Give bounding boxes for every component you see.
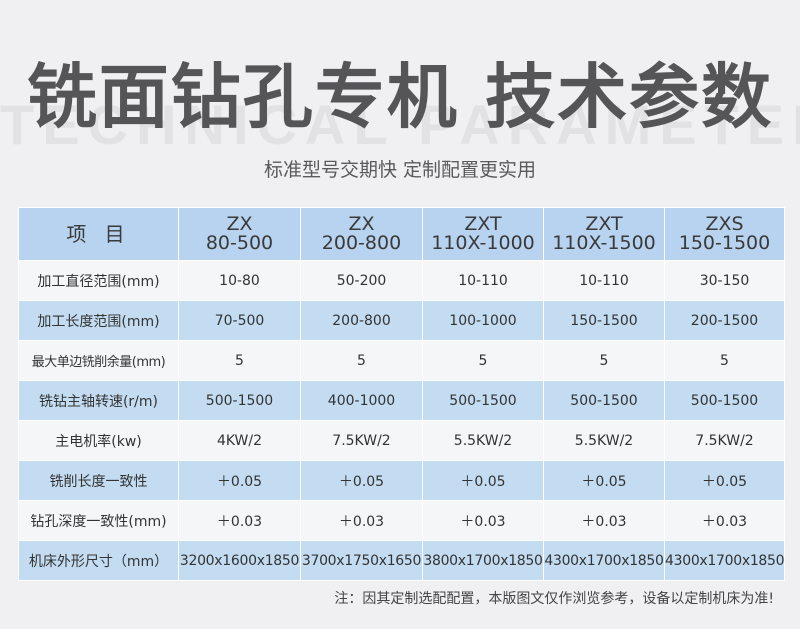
model-line1: ZXT <box>464 213 502 235</box>
disclaimer-note: 注：因其定制选配配置，本版图文仅作浏览参考，设备以定制机床为准! <box>334 591 774 607</box>
table-cell: 30-150 <box>664 260 785 301</box>
table-row: 主电机率(kw) 4KW/2 7.5KW/2 5.5KW/2 5.5KW/2 7… <box>18 420 785 461</box>
table-cell: 5 <box>543 340 665 381</box>
table-cell: 3200x1600x1850 <box>178 540 301 581</box>
table-row: 最大单边铣削余量(mm) 5 5 5 5 5 <box>18 340 785 381</box>
table-cell: 500-1500 <box>178 380 301 421</box>
table-cell: ＋0.03 <box>543 500 665 541</box>
table-cell: 3800x1700x1850 <box>422 540 544 581</box>
table-cell: 200-1500 <box>664 300 785 341</box>
page-title: 铣面钻孔专机 技术参数 <box>26 56 774 138</box>
table-cell: 5.5KW/2 <box>422 420 544 461</box>
table-cell: ＋0.05 <box>300 460 423 501</box>
model-line2: 110X-1000 <box>431 232 535 254</box>
row-label: 铣钻主轴转速(r/m) <box>18 380 179 421</box>
table-cell: 500-1500 <box>422 380 544 421</box>
model-header: ZX 80-500 <box>178 207 301 261</box>
background-watermark-text: TECHNICAL PARAMETER <box>0 93 800 156</box>
model-header: ZXS 150-1500 <box>664 207 785 261</box>
table-cell: 5 <box>300 340 423 381</box>
table-cell: 7.5KW/2 <box>664 420 785 461</box>
table-row: 铣钻主轴转速(r/m) 500-1500 400-1000 500-1500 5… <box>18 380 785 421</box>
model-line1: ZXS <box>705 213 744 235</box>
header-label-cell: 项 目 <box>18 207 179 261</box>
model-header: ZXT 110X-1000 <box>422 207 544 261</box>
table-cell: 500-1500 <box>664 380 785 421</box>
table-cell: ＋0.03 <box>300 500 423 541</box>
model-line2: 200-800 <box>321 232 402 254</box>
table-cell: ＋0.03 <box>664 500 785 541</box>
table-cell: 10-110 <box>543 260 665 301</box>
model-line1: ZX <box>348 213 375 235</box>
table-row: 钻孔深度一致性(mm) ＋0.03 ＋0.03 ＋0.03 ＋0.03 ＋0.0… <box>18 500 785 541</box>
table-row: 铣削长度一致性 ＋0.05 ＋0.05 ＋0.05 ＋0.05 ＋0.05 <box>18 460 785 501</box>
model-line2: 80-500 <box>205 232 274 254</box>
table-cell: 4KW/2 <box>178 420 301 461</box>
table-cell: ＋0.05 <box>664 460 785 501</box>
table-cell: ＋0.03 <box>422 500 544 541</box>
row-label: 加工直径范围(mm) <box>18 260 179 301</box>
table-cell: 3700x1750x1650 <box>300 540 423 581</box>
table-cell: 200-800 <box>300 300 423 341</box>
table-cell: 50-200 <box>300 260 423 301</box>
row-label: 加工长度范围(mm) <box>18 300 179 341</box>
table-cell: 5.5KW/2 <box>543 420 665 461</box>
table-cell: 150-1500 <box>543 300 665 341</box>
model-header: ZX 200-800 <box>300 207 423 261</box>
table-cell: 5 <box>664 340 785 381</box>
table-row: 机床外形尺寸（mm） 3200x1600x1850 3700x1750x1650… <box>18 540 785 581</box>
table-cell: 500-1500 <box>543 380 665 421</box>
page-subtitle: 标准型号交期快 定制配置更实用 <box>263 159 537 181</box>
table-cell: ＋0.05 <box>178 460 301 501</box>
table-cell: 400-1000 <box>300 380 423 421</box>
table-cell: ＋0.05 <box>543 460 665 501</box>
table-cell: 4300x1700x1850 <box>664 540 785 581</box>
table-cell: 100-1000 <box>422 300 544 341</box>
table-cell: 70-500 <box>178 300 301 341</box>
table-cell: 5 <box>422 340 544 381</box>
row-label: 主电机率(kw) <box>18 420 179 461</box>
table-cell: 10-80 <box>178 260 301 301</box>
table-cell: 5 <box>178 340 301 381</box>
row-label: 机床外形尺寸（mm） <box>18 540 179 581</box>
model-line2: 150-1500 <box>678 232 771 254</box>
table-cell: 10-110 <box>422 260 544 301</box>
table-cell: ＋0.05 <box>422 460 544 501</box>
table-cell: 7.5KW/2 <box>300 420 423 461</box>
model-header: ZXT 110X-1500 <box>543 207 665 261</box>
table-row: 加工直径范围(mm) 10-80 50-200 10-110 10-110 30… <box>18 260 785 301</box>
table-cell: 4300x1700x1850 <box>543 540 665 581</box>
table-header-row: 项 目 ZX 80-500 ZX 200-800 ZXT 110X-1000 ZXT 1… <box>18 207 785 261</box>
table-cell: ＋0.03 <box>178 500 301 541</box>
spec-table: 项 目 ZX 80-500 ZX 200-800 ZXT 110X-1000 ZXT 1… <box>18 207 785 581</box>
row-label: 钻孔深度一致性(mm) <box>18 500 179 541</box>
row-label: 铣削长度一致性 <box>18 460 179 501</box>
model-line1: ZXT <box>585 213 623 235</box>
model-line1: ZX <box>226 213 253 235</box>
row-label: 最大单边铣削余量(mm) <box>18 340 179 381</box>
model-line2: 110X-1500 <box>552 232 656 254</box>
table-row: 加工长度范围(mm) 70-500 200-800 100-1000 150-1… <box>18 300 785 341</box>
